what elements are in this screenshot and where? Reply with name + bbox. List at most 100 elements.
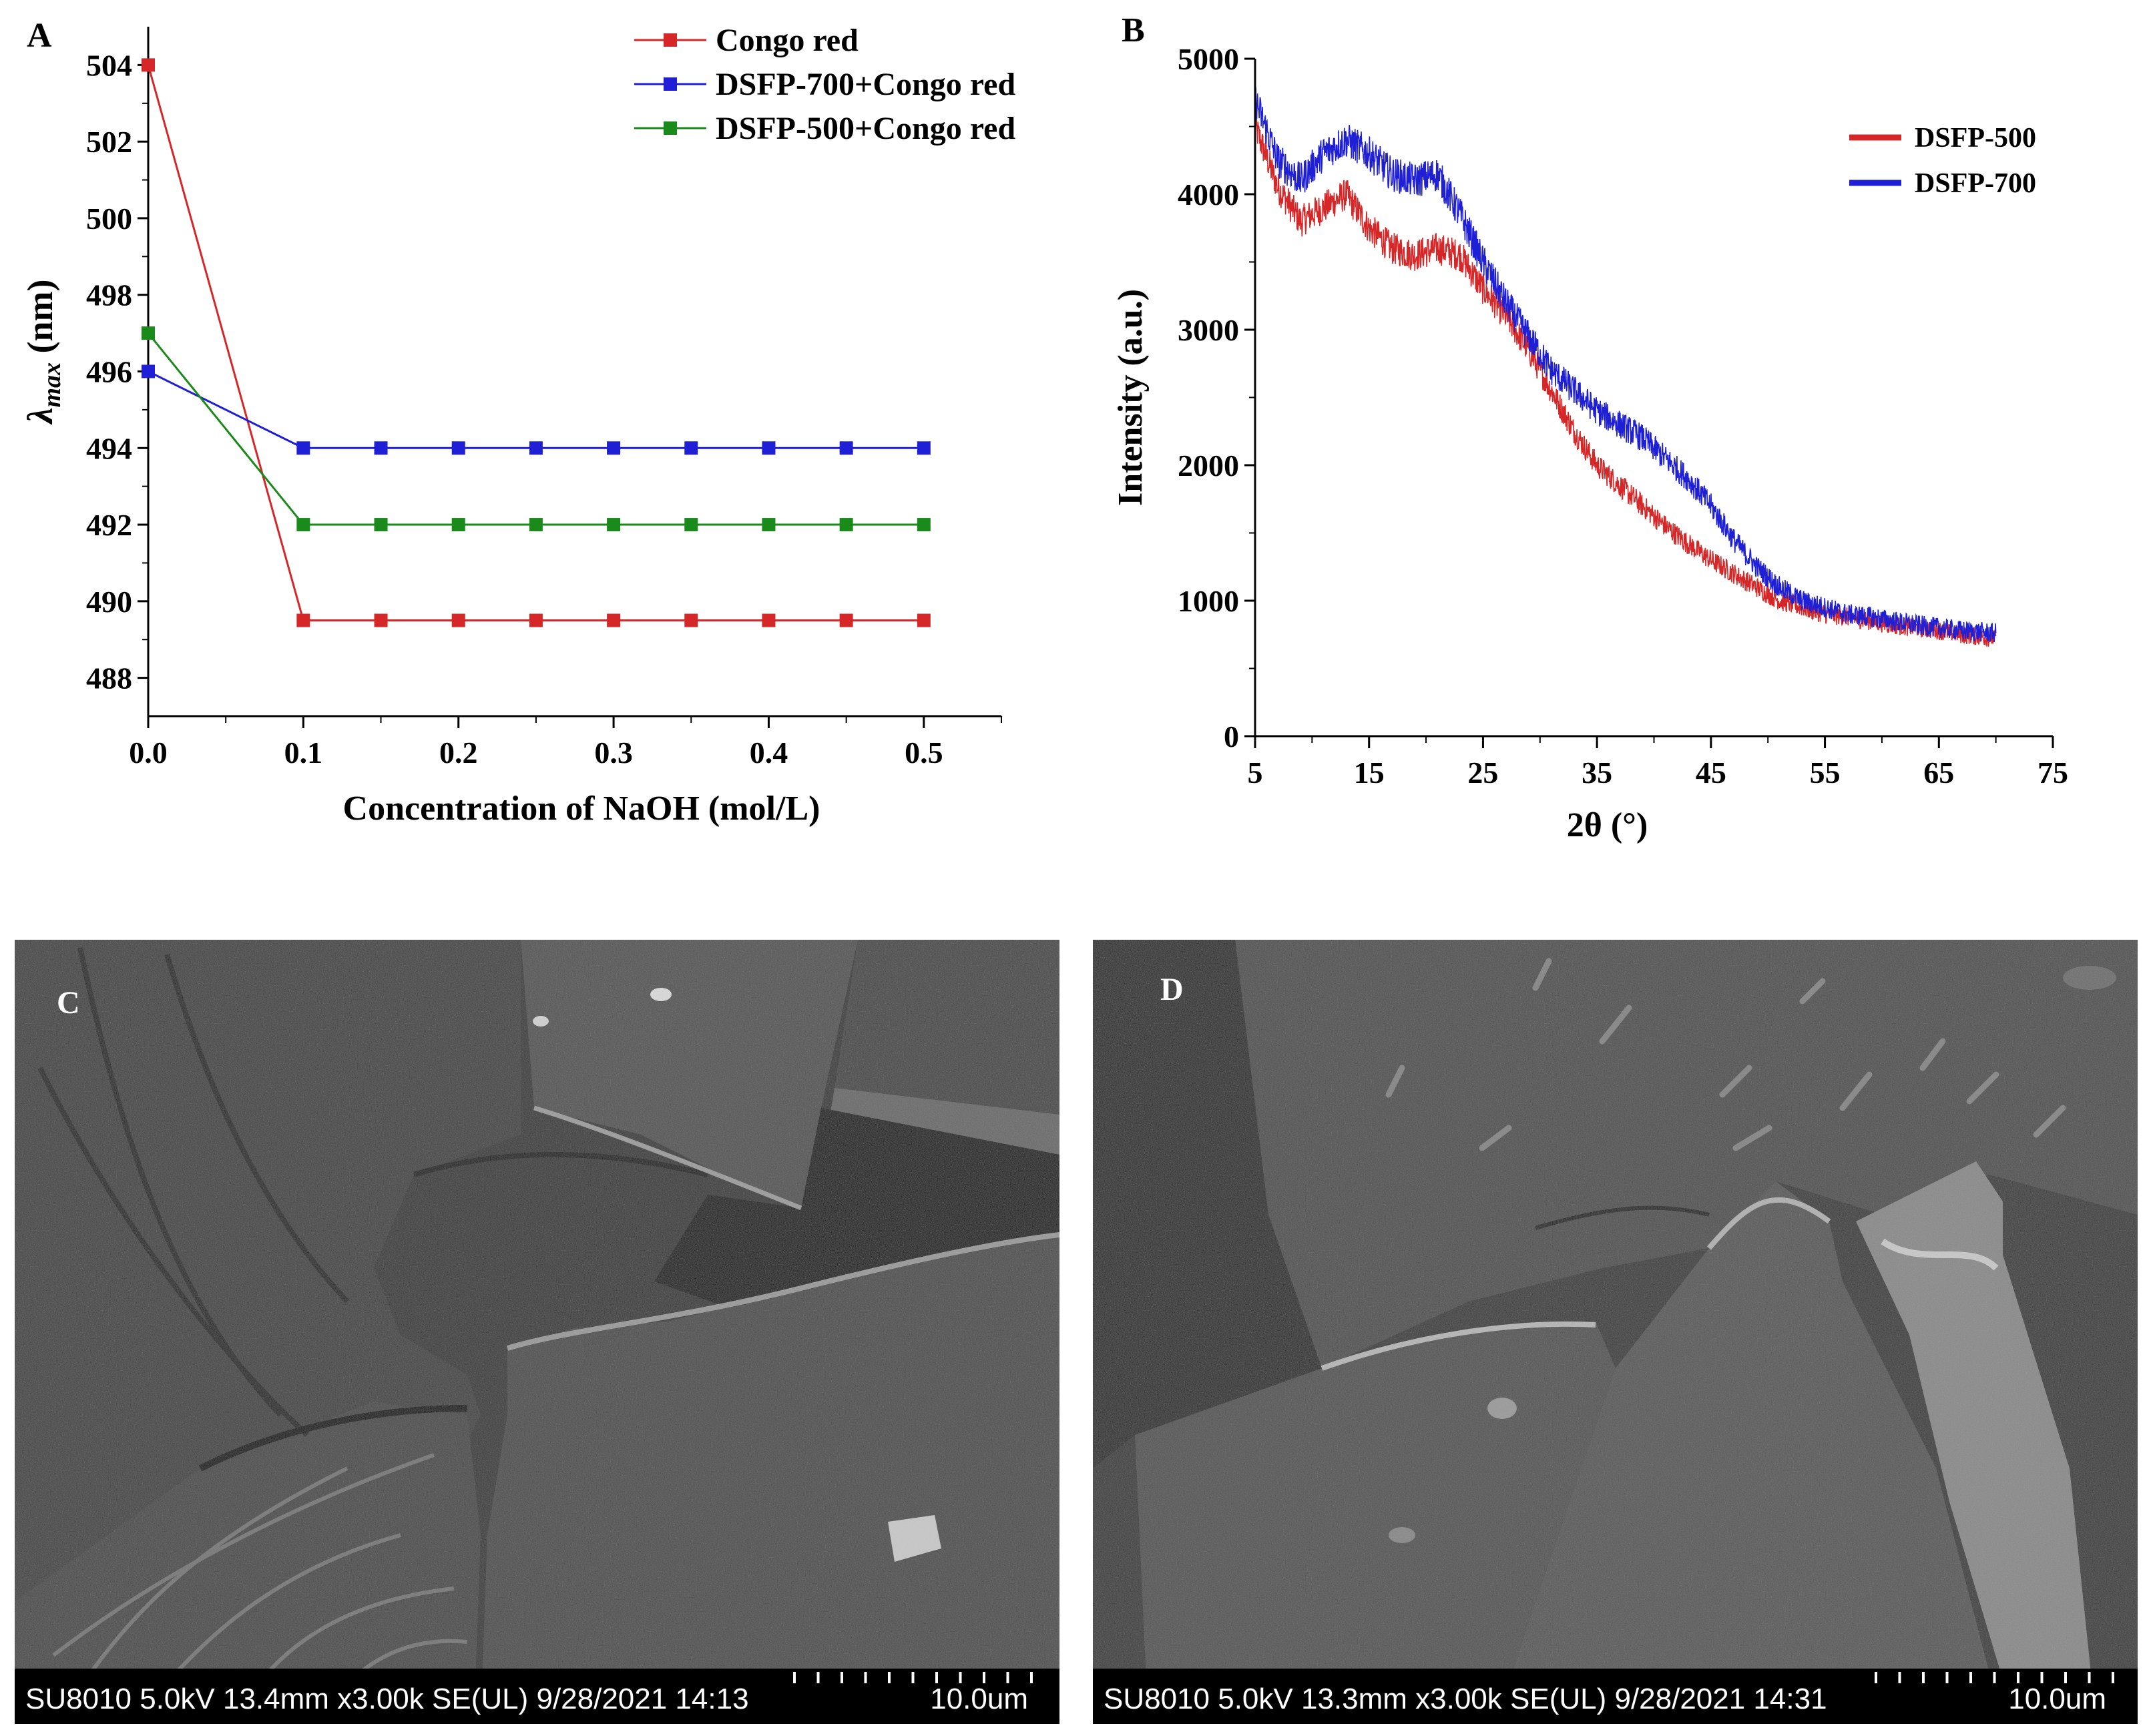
panel-a-lambda-max-chart: A 488 490 492 494 496 498 500 502 504 0.0 0.1 0.2 0.… [20,17,1015,828]
panel-a-marker [684,441,698,455]
sem-d-micrograph [1093,940,2138,1724]
panel-a-y-tick-label: 498 [86,278,132,312]
panel-b-legend: DSFP-500 DSFP-700 [1849,123,2036,199]
panel-b-x-tick-label: 35 [1582,756,1612,790]
legend-a-marker-2 [664,121,677,135]
panel-b-y-tick-label: 4000 [1178,178,1239,212]
panel-a-marker [296,613,310,627]
panel-a-y-tick-label: 494 [86,431,132,465]
panel-a-marker [374,441,388,455]
panel-a-marker [684,613,698,627]
panel-c-sem-image: SU8010 5.0kV 13.4mm x3.00k SE(UL) 9/28/2… [15,940,1059,1724]
panel-a-marker [607,518,621,532]
panel-a-y-tick-label: 500 [86,202,132,236]
panel-a-marker [839,441,853,455]
panel-b-xrd-chart: B 0 1000 2000 3000 4000 5000 5 15 25 35 45 55 65 75 D… [1112,11,2068,844]
panel-a-y-axis-label: λmax (nm) [20,279,66,424]
sem-d-scale-label: 10.0um [2008,1683,2106,1715]
panel-a-marker [529,613,543,627]
panel-a-marker [374,613,388,627]
panel-a-x-axis-label: Concentration of NaOH (mol/L) [343,790,820,828]
sem-c-scale-label: 10.0um [930,1683,1028,1715]
y-label-subscript: max [38,362,66,408]
panel-a-marker [142,364,155,378]
panel-a-series-line-1 [148,370,924,449]
sem-d-scale-ticks [1875,1672,2114,1683]
panel-a-x-tick-label: 0.1 [284,736,323,770]
panel-a-marker [451,613,465,627]
sem-c-info-text: SU8010 5.0kV 13.4mm x3.00k SE(UL) 9/28/2… [25,1683,749,1715]
sem-c-info-bar [15,1669,1059,1724]
panel-b-series-line-1 [1254,85,1997,643]
panel-b-y-tick-label: 5000 [1178,42,1239,76]
panel-a-marker [917,518,931,532]
panel-a-marker [142,326,155,340]
panel-a-x-tick-label: 0.0 [129,736,168,770]
panel-b-x-tick-label: 5 [1248,756,1263,790]
panel-a-marker [451,518,465,532]
y-label-lambda: λ [20,408,60,425]
panel-d-letter: D [1160,972,1184,1007]
panel-a-series [142,58,931,627]
panel-a-y-tick-label: 496 [86,355,132,389]
panel-a-x-tick-label: 0.3 [594,736,633,770]
legend-a-marker-0 [664,33,677,47]
panel-a-marker [296,518,310,532]
panel-b-x-axis-label: 2θ (°) [1567,806,1648,844]
panel-a-marker [684,518,698,532]
panel-b-x-tick-label: 25 [1467,756,1498,790]
panel-d-sem-image: SU8010 5.0kV 13.3mm x3.00k SE(UL) 9/28/2… [1093,940,2138,1724]
panel-b-y-tick-label: 0 [1224,719,1239,754]
panel-a-marker [142,58,155,72]
sem-c-micrograph [15,940,1059,1724]
y-label-unit: (nm) [20,279,60,362]
panel-a-marker [917,441,931,455]
panel-b-x-tick-label: 75 [2038,756,2068,790]
legend-b-label-1: DSFP-700 [1915,168,2036,199]
panel-a-marker [529,441,543,455]
panel-b-x-tick-label: 15 [1354,756,1385,790]
panel-a-marker [839,613,853,627]
panel-a-x-tick-label: 0.2 [439,736,478,770]
panel-a-legend: Congo red DSFP-700+Congo red DSFP-500+Cong… [634,23,1015,146]
panel-b-x-tick-label: 55 [1810,756,1841,790]
panel-a-letter: A [27,17,52,55]
sem-d-info-bar [1093,1669,2138,1724]
panel-a-y-tick-label: 490 [86,585,132,619]
panel-a-marker [917,613,931,627]
panel-b-y-tick-label: 3000 [1178,313,1239,347]
panel-a-y-tick-label: 502 [86,125,132,159]
sem-d-info-text: SU8010 5.0kV 13.3mm x3.00k SE(UL) 9/28/2… [1104,1683,1827,1715]
panel-b-y-tick-label: 2000 [1178,449,1239,483]
panel-a-marker [762,518,776,532]
sem-c-scale-ticks [793,1672,1033,1683]
panel-b-x-tick-label: 45 [1696,756,1726,790]
panel-a-marker [607,441,621,455]
panel-a-marker [296,441,310,455]
panel-a-marker [762,613,776,627]
panel-a-marker [607,613,621,627]
panel-a-marker [451,441,465,455]
panel-b-y-axis-label: Intensity (a.u.) [1112,289,1150,506]
panel-a-series-line-2 [147,332,924,526]
panel-a-y-tick-label: 492 [86,508,132,542]
panel-b-series [1254,85,1997,647]
panel-b-letter: B [1122,11,1145,49]
legend-a-label-0: Congo red [716,23,859,58]
legend-a-label-2: DSFP-500+Congo red [716,111,1015,146]
panel-a-x-tick-label: 0.4 [750,736,788,770]
panel-a-x-tick-label: 0.5 [905,736,943,770]
legend-b-label-0: DSFP-500 [1915,123,2036,154]
panel-a-marker [839,518,853,532]
panel-b-x-tick-label: 65 [1923,756,1954,790]
legend-a-label-1: DSFP-700+Congo red [716,67,1015,102]
panel-b-y-tick-label: 1000 [1178,584,1239,618]
legend-a-marker-1 [664,77,677,91]
panel-a-marker [529,518,543,532]
panel-c-letter: C [57,985,80,1021]
panel-b-axes: 0 1000 2000 3000 4000 5000 5 15 25 35 45 55 65 75 [1178,42,2068,790]
panel-a-series-line-0 [147,64,924,622]
panel-b-series-line-0 [1254,113,1997,647]
panel-a-marker [374,518,388,532]
